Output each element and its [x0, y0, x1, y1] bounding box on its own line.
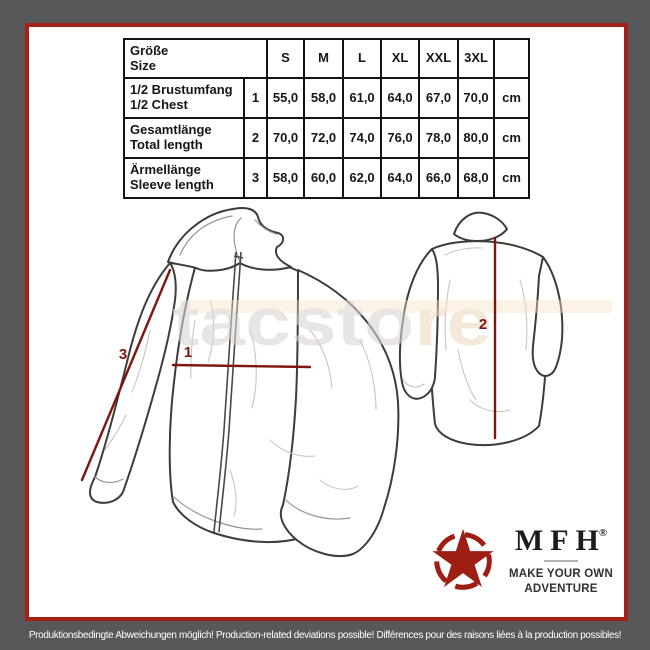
value-cell: 72,0 [303, 117, 345, 159]
value-cell: 64,0 [380, 77, 421, 119]
front-right-sleeve [279, 269, 400, 558]
measurement-labels: 1 2 3 [119, 316, 487, 363]
back-collar [453, 211, 508, 242]
back-wrinkle-lines [402, 247, 528, 413]
unit-cell: cm [493, 157, 531, 199]
tagline-line1: MAKE YOUR OWN [509, 567, 613, 580]
tagline-line2: ADVENTURE [524, 582, 598, 595]
front-jacket-seams [94, 215, 351, 530]
value-cell: 58,0 [266, 157, 306, 199]
size-col-unit-empty [493, 38, 531, 79]
disclaimer-text: Produktionsbedingte Abweichungen möglich… [28, 630, 622, 641]
disclaimer-bar: Produktionsbedingte Abweichungen möglich… [0, 621, 650, 650]
table-row-total-length: Gesamtlänge Total length 2 70,0 72,0 74,… [123, 117, 531, 159]
size-label-de: Größe [130, 42, 169, 58]
row-label-cell: Ärmellänge Sleeve length [123, 157, 245, 199]
size-col-m: M [303, 38, 345, 79]
value-cell: 76,0 [380, 117, 421, 159]
value-cell: 64,0 [380, 157, 421, 199]
mfh-logo: MFH® MAKE YOUR OWN ADVENTURE [426, 524, 613, 598]
front-zipper [213, 251, 244, 533]
size-label-en: Size [130, 57, 157, 73]
value-cell: 58,0 [303, 77, 345, 119]
size-table: Größe Size S M L XL XXL 3XL 1/2 Brustumf… [122, 38, 531, 199]
value-cell: 70,0 [457, 77, 496, 119]
row-marker-cell: 2 [242, 117, 269, 159]
unit-cell: cm [493, 77, 531, 119]
size-col-s: S [266, 38, 306, 79]
front-jacket-drawing [89, 207, 400, 558]
size-col-xxl: XXL [418, 38, 460, 79]
mfh-logo-text: MFH® MAKE YOUR OWN ADVENTURE [509, 523, 613, 597]
back-right-sleeve [531, 256, 564, 377]
row-label-cell: 1/2 Brustumfang 1/2 Chest [123, 77, 245, 119]
value-cell: 78,0 [418, 117, 460, 159]
chest-measure-line [171, 363, 312, 369]
value-cell: 55,0 [266, 77, 306, 119]
watermark: tacsto re [172, 284, 612, 360]
back-jacket-drawing [398, 211, 564, 447]
value-cell: 80,0 [457, 117, 496, 159]
brand-name: MFH® [509, 523, 613, 557]
back-length-marker-label: 2 [479, 316, 487, 333]
value-cell: 62,0 [342, 157, 383, 199]
row-label-cell: Gesamtlänge Total length [123, 117, 245, 159]
table-row-sleeve-length: Ärmellänge Sleeve length 3 58,0 60,0 62,… [123, 157, 531, 199]
value-cell: 60,0 [303, 157, 345, 199]
value-cell: 68,0 [457, 157, 496, 199]
watermark-text: tacsto re [172, 284, 492, 360]
front-left-sleeve [89, 262, 177, 504]
row-label-en: 1/2 Chest [130, 97, 188, 112]
front-wrinkle-lines [104, 299, 377, 517]
row-marker-cell: 1 [242, 77, 269, 119]
registered-mark: ® [598, 526, 608, 539]
row-label-de: Gesamtlänge [130, 122, 212, 138]
row-label-de: 1/2 Brustumfang [130, 82, 233, 98]
mfh-star-icon [432, 528, 494, 590]
measurement-lines [80, 236, 497, 482]
row-label-en: Total length [130, 137, 203, 152]
value-cell: 74,0 [342, 117, 383, 159]
sleeve-measure-line [80, 268, 172, 482]
unit-cell: cm [493, 117, 531, 159]
row-label-en: Sleeve length [130, 177, 214, 192]
value-cell: 61,0 [342, 77, 383, 119]
value-cell: 67,0 [418, 77, 460, 119]
logo-divider [544, 559, 578, 562]
size-col-xl: XL [380, 38, 421, 79]
value-cell: 70,0 [266, 117, 306, 159]
table-row-chest: 1/2 Brustumfang 1/2 Chest 1 55,0 58,0 61… [123, 77, 531, 119]
tagline: MAKE YOUR OWN ADVENTURE [509, 567, 613, 597]
brand-label: MFH [514, 523, 606, 557]
value-cell: 66,0 [418, 157, 460, 199]
size-table-header-row: Größe Size S M L XL XXL 3XL [122, 38, 531, 79]
size-col-l: L [342, 38, 383, 79]
front-collar [167, 207, 292, 272]
sleeve-marker-label: 3 [119, 346, 127, 363]
row-label-de: Ärmellänge [130, 162, 201, 178]
row-marker-cell: 3 [242, 157, 269, 199]
watermark-band [180, 300, 612, 313]
size-header-cell: Größe Size [122, 38, 269, 79]
size-col-3xl: 3XL [457, 38, 496, 79]
chest-marker-label: 1 [184, 344, 192, 361]
back-left-sleeve [398, 248, 439, 400]
